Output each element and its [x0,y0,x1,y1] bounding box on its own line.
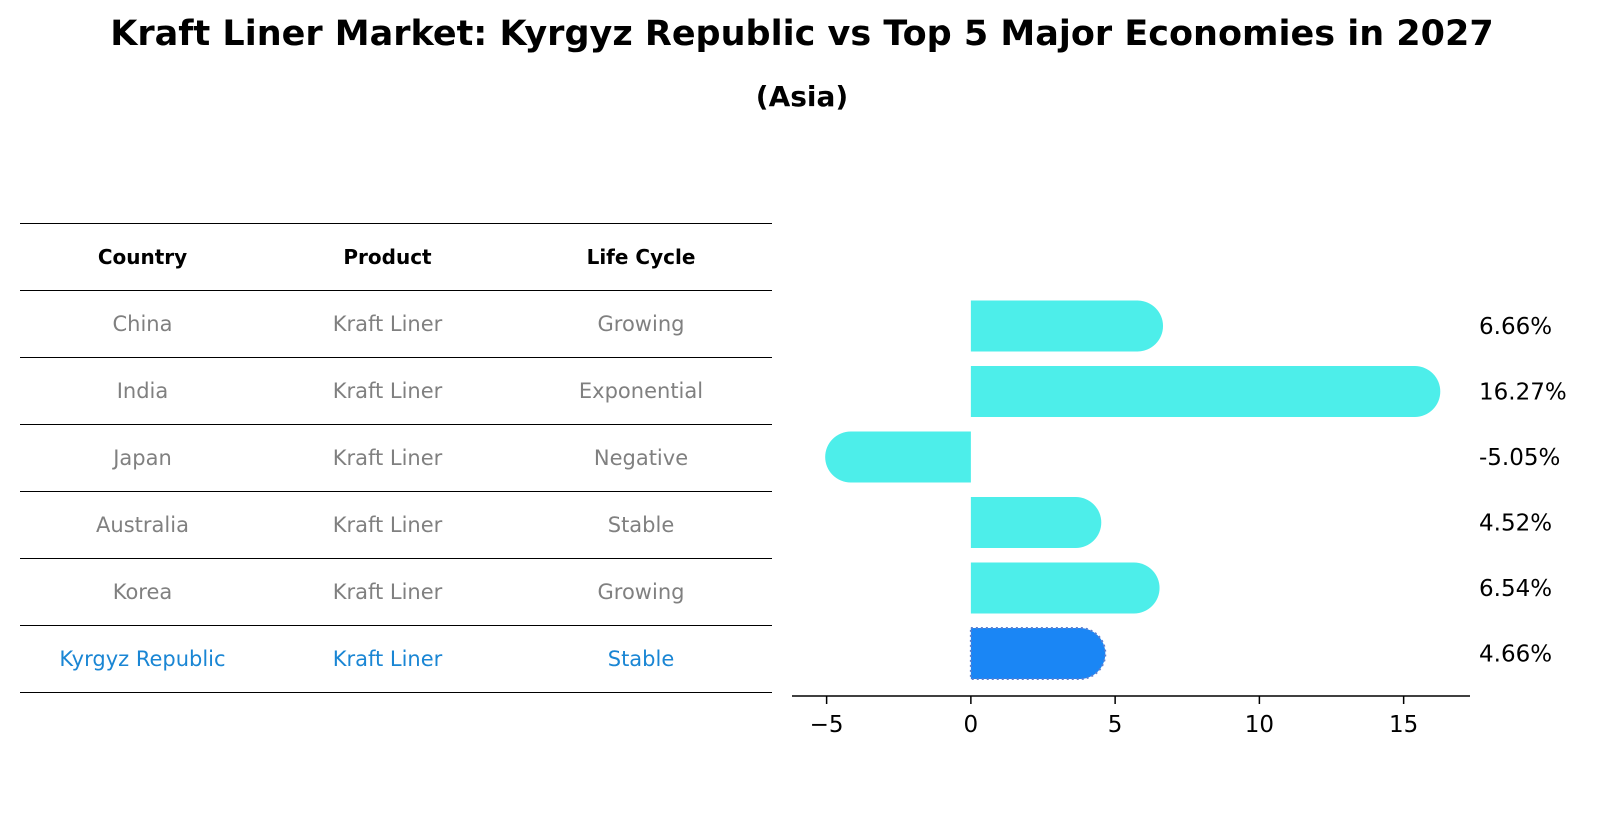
table-row: Korea Kraft Liner Growing [20,558,772,626]
cell-product: Kraft Liner [265,491,510,559]
chart-subtitle: (Asia) [755,80,849,113]
cell-product: Kraft Liner [265,290,510,358]
cell-life-cycle: Growing [510,290,772,358]
table-header-row: Country Product Life Cycle [20,223,772,291]
cell-life-cycle: Exponential [510,357,772,425]
header-life-cycle: Life Cycle [510,223,772,291]
bar-australia [970,497,1102,548]
bar-value-label: -5.05% [1479,445,1560,471]
bar-japan [825,431,971,483]
bar-china [970,300,1164,352]
x-tick-label: 10 [1245,712,1274,738]
cell-country: India [20,357,265,425]
cell-country: Korea [20,558,265,626]
cell-life-cycle: Growing [510,558,772,626]
header-product: Product [265,223,510,291]
cell-product: Kraft Liner [265,357,510,425]
cell-product: Kraft Liner [265,625,510,693]
x-tick-label: 5 [1108,712,1123,738]
cell-country: Australia [20,491,265,559]
cell-product: Kraft Liner [265,558,510,626]
cell-country: Kyrgyz Republic [20,625,265,693]
cell-country: Japan [20,424,265,492]
bar-value-label: 16.27% [1479,380,1567,406]
bar-value-label: 6.66% [1479,314,1552,340]
cell-life-cycle: Stable [510,625,772,693]
table-row: Japan Kraft Liner Negative [20,424,772,492]
bar-value-label: 6.54% [1479,576,1552,602]
cell-country: China [20,290,265,358]
x-tick-label: 15 [1389,712,1418,738]
bar-korea [970,562,1160,614]
bar-value-label: 4.52% [1479,511,1552,537]
life-cycle-table: Country Product Life Cycle China Kraft L… [20,223,772,693]
table-row: India Kraft Liner Exponential [20,357,772,425]
table-row: Australia Kraft Liner Stable [20,491,772,559]
table-row-highlighted: Kyrgyz Republic Kraft Liner Stable [20,625,772,693]
bar-value-label: 4.66% [1479,642,1552,668]
cell-life-cycle: Stable [510,491,772,559]
x-tick-label: 0 [964,712,979,738]
cell-product: Kraft Liner [265,424,510,492]
chart-title: Kraft Liner Market: Kyrgyz Republic vs T… [110,14,1494,54]
header-country: Country [20,223,265,291]
cell-life-cycle: Negative [510,424,772,492]
bar-kyrgyz-republic [969,627,1107,680]
x-tick-label: −5 [810,712,844,738]
table-row: China Kraft Liner Growing [20,290,772,358]
bar-india [970,366,1441,417]
